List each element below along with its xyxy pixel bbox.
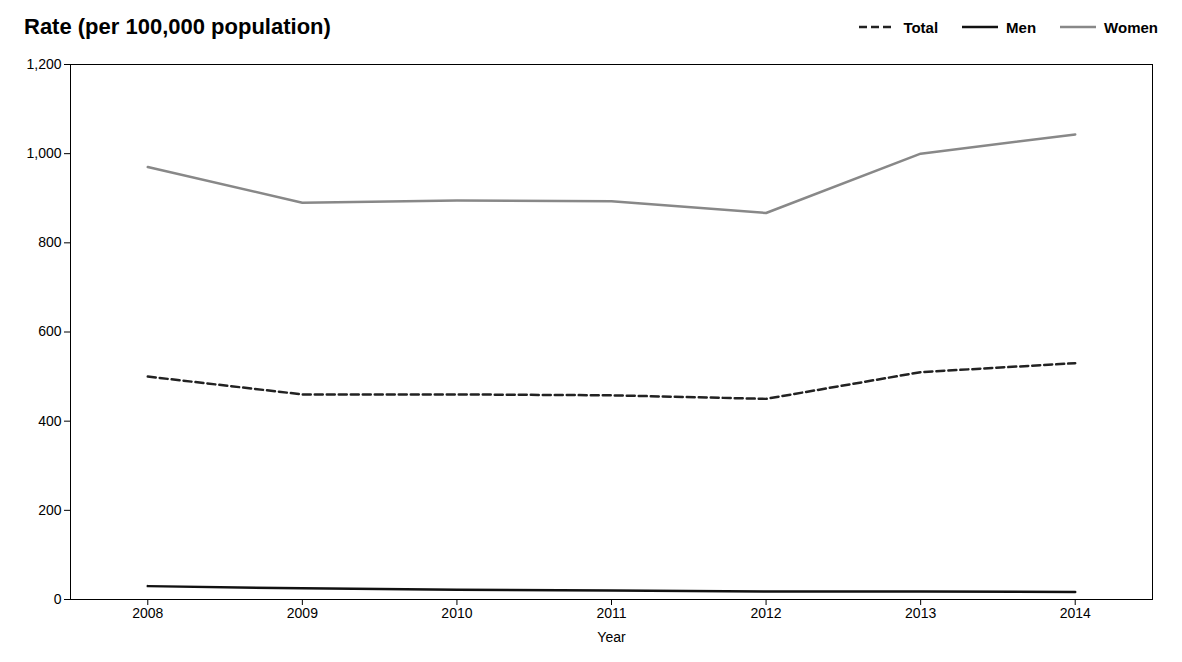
svg-text:1,200: 1,200 bbox=[26, 56, 61, 72]
svg-text:2013: 2013 bbox=[905, 605, 936, 621]
html-text:Men: Men bbox=[1006, 18, 1037, 36]
svg-text:2009: 2009 bbox=[287, 605, 318, 621]
svg-text:2011: 2011 bbox=[596, 605, 626, 621]
svg-text:800: 800 bbox=[38, 234, 62, 250]
svg-text:Year: Year bbox=[597, 629, 626, 645]
html-text:Total: Total bbox=[903, 18, 939, 36]
svg-text:2012: 2012 bbox=[750, 605, 781, 621]
svg-text:1,000: 1,000 bbox=[26, 145, 61, 161]
svg-text:2010: 2010 bbox=[441, 605, 472, 621]
svg-text:2008: 2008 bbox=[132, 605, 163, 621]
svg-text:400: 400 bbox=[38, 413, 62, 429]
html-text:Women: Women bbox=[1104, 18, 1158, 36]
svg-text:600: 600 bbox=[38, 323, 62, 339]
svg-text:0: 0 bbox=[54, 591, 62, 607]
svg-text:200: 200 bbox=[38, 502, 62, 518]
html-text:Rate (per 100,000 population): Rate (per 100,000 population) bbox=[24, 14, 331, 39]
svg-text:2014: 2014 bbox=[1060, 605, 1091, 621]
